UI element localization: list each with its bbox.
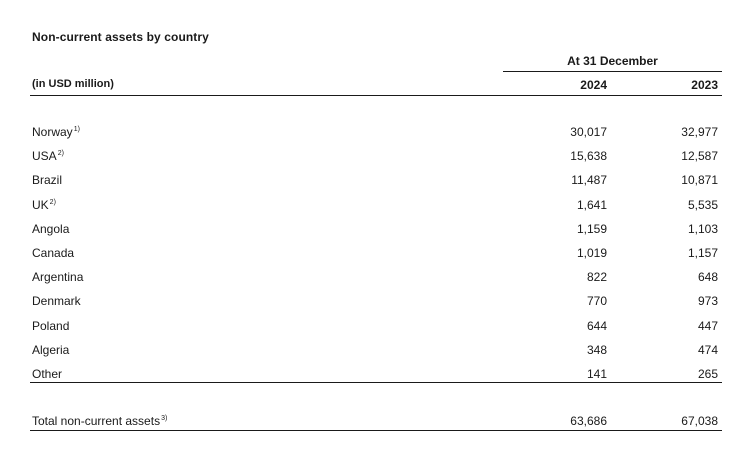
header-rule (30, 95, 722, 96)
table-title: Non-current assets by country (32, 30, 209, 44)
value-2024: 1,159 (576, 221, 607, 236)
value-2024: 770 (586, 294, 607, 309)
body-bottom-rule (30, 382, 722, 383)
table-body: Norway1) 30,017 32,977 USA2) 15,638 12,5… (0, 121, 744, 387)
value-2023: 1,157 (687, 245, 718, 260)
row-label: Canada (32, 245, 75, 260)
value-2023: 474 (697, 342, 718, 357)
table-row: Poland 644 447 (0, 315, 744, 339)
value-2024: 822 (586, 270, 607, 285)
table-row: Canada 1,019 1,157 (0, 242, 744, 266)
row-label: Algeria (32, 342, 70, 357)
period-header-rule (503, 71, 722, 72)
row-label: Denmark (32, 294, 81, 309)
value-2024: 644 (586, 318, 607, 333)
row-label: Norway1) (32, 125, 80, 139)
table-row: Brazil 11,487 10,871 (0, 169, 744, 193)
footnote-marker: 2) (49, 198, 56, 206)
row-label: UK2) (32, 197, 56, 212)
table-row: Denmark 770 973 (0, 290, 744, 314)
value-2024: 141 (586, 366, 607, 381)
footnote-marker: 2) (57, 150, 64, 158)
value-2023: 1,103 (687, 221, 718, 236)
value-2023: 648 (697, 270, 718, 285)
footnote-marker: 1) (73, 126, 80, 133)
column-header-2023: 2023 (691, 78, 718, 92)
value-2024: 15,638 (570, 149, 607, 164)
row-label: USA2) (32, 149, 64, 164)
row-label: Other (32, 366, 63, 381)
table-row: Angola 1,159 1,103 (0, 218, 744, 242)
table-row: Argentina 822 648 (0, 266, 744, 290)
row-label: Brazil (32, 173, 63, 188)
value-2024: 348 (586, 342, 607, 357)
value-2024: 1,641 (576, 197, 607, 212)
table-row: Other 141 265 (0, 363, 744, 387)
value-2023: 12,587 (681, 149, 718, 164)
value-2023: 10,871 (681, 173, 718, 188)
value-2023: 447 (697, 318, 718, 333)
table-row: USA2) 15,638 12,587 (0, 145, 744, 169)
row-label: Poland (32, 318, 70, 333)
value-2023: 973 (697, 294, 718, 309)
value-2024: 1,019 (576, 245, 607, 260)
period-header: At 31 December (567, 54, 658, 68)
value-2023: 265 (697, 366, 718, 381)
value-2024: 11,487 (571, 173, 607, 188)
total-bottom-rule (30, 430, 722, 431)
value-2023: 5,535 (687, 197, 718, 212)
value-2023: 32,977 (681, 125, 718, 139)
unit-label: (in USD million) (32, 78, 114, 90)
table-row: Algeria 348 474 (0, 339, 744, 363)
table-row: Norway1) 30,017 32,977 (0, 121, 744, 145)
total-row: Total non-current assets3) 63,686 67,038 (0, 411, 744, 433)
total-value-2023: 67,038 (681, 414, 718, 428)
row-label: Argentina (32, 270, 84, 285)
row-label: Angola (32, 221, 70, 236)
column-header-2024: 2024 (580, 78, 607, 92)
value-2024: 30,017 (570, 125, 607, 139)
total-label: Total non-current assets3) (32, 414, 168, 428)
total-value-2024: 63,686 (570, 414, 607, 428)
table-row: UK2) 1,641 5,535 (0, 194, 744, 218)
footnote-marker: 3) (161, 415, 168, 422)
